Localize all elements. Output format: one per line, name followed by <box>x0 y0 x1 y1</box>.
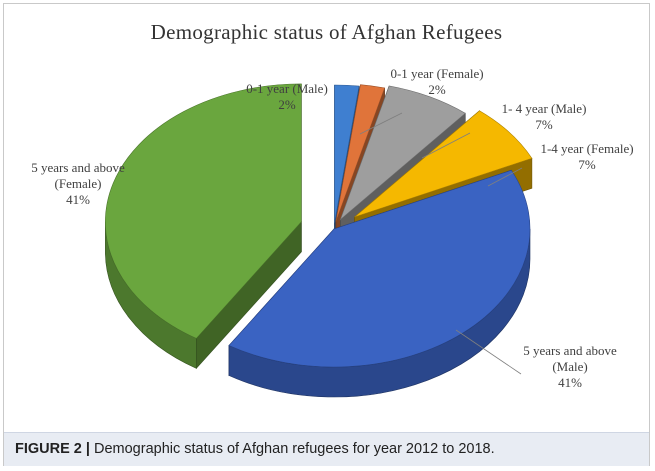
pie-chart <box>105 83 533 398</box>
slice-label-3: 1-4 year (Female) 7% <box>527 141 647 173</box>
slice-label-line: (Male) <box>552 359 588 374</box>
slice-percent: 41% <box>558 375 582 390</box>
caption-label: FIGURE 2 | <box>15 441 90 457</box>
leader-line-2 <box>421 132 471 159</box>
figure-frame: Demographic status of Afghan Refugees 0-… <box>3 3 650 466</box>
chart-area: Demographic status of Afghan Refugees 0-… <box>4 4 649 432</box>
slice-top <box>339 85 466 221</box>
slice-top <box>228 169 531 368</box>
slice-top <box>334 84 360 224</box>
slice-percent: 7% <box>535 117 553 132</box>
slice-label-line: 0-1 year (Male) <box>246 81 328 96</box>
caption-bar: FIGURE 2 | Demographic status of Afghan … <box>4 432 649 466</box>
pie-slice-5 <box>105 83 302 370</box>
slice-label-line: (Female) <box>54 176 102 191</box>
caption-text: Demographic status of Afghan refugees fo… <box>89 441 495 457</box>
slice-percent: 7% <box>578 157 596 172</box>
slice-label-line: 5 years and above <box>31 160 125 175</box>
chart-title: Demographic status of Afghan Refugees <box>150 20 503 44</box>
figure-caption: FIGURE 2 | Demographic status of Afghan … <box>15 441 495 457</box>
slice-percent: 2% <box>278 97 296 112</box>
slice-label-4: 5 years and above (Male) 41% <box>500 343 640 391</box>
slice-label-line: 1- 4 year (Male) <box>501 101 587 116</box>
leader-line-3 <box>487 167 523 187</box>
slice-label-5: 5 years and above (Female) 41% <box>3 160 153 208</box>
slice-top <box>105 83 302 339</box>
slice-top <box>354 110 533 218</box>
slice-label-line: 0-1 year (Female) <box>390 66 484 81</box>
slice-top <box>335 84 386 222</box>
slice-label-line: 1-4 year (Female) <box>540 141 634 156</box>
leader-line-1 <box>359 112 403 135</box>
leader-line-4 <box>455 329 522 375</box>
pie-slice-4 <box>228 169 531 398</box>
slice-percent: 41% <box>66 192 90 207</box>
slice-label-line: 5 years and above <box>523 343 617 358</box>
slice-label-1: 0-1 year (Female) 2% <box>372 66 502 98</box>
slice-percent: 2% <box>428 82 446 97</box>
slice-label-2: 1- 4 year (Male) 7% <box>489 101 599 133</box>
slice-label-0: 0-1 year (Male) 2% <box>232 81 342 113</box>
